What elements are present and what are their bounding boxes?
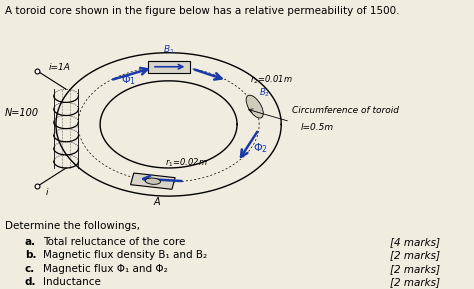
Polygon shape [130, 173, 175, 189]
Text: A toroid core shown in the figure below has a relative permeability of 1500.: A toroid core shown in the figure below … [5, 6, 400, 16]
Text: Inductance: Inductance [43, 277, 100, 287]
Text: l=0.5m: l=0.5m [301, 123, 334, 132]
Text: [2 marks]: [2 marks] [390, 264, 440, 274]
Text: $\Phi_1$: $\Phi_1$ [120, 73, 136, 87]
Text: $B_1$: $B_1$ [163, 44, 174, 56]
Text: $r_2$=0.01m: $r_2$=0.01m [250, 74, 292, 86]
Text: $r_1$=0.02m: $r_1$=0.02m [165, 157, 208, 169]
Text: d.: d. [25, 277, 36, 287]
Text: a.: a. [25, 237, 36, 247]
Text: A: A [154, 197, 161, 207]
Text: [2 marks]: [2 marks] [390, 277, 440, 287]
Text: Total reluctance of the core: Total reluctance of the core [43, 237, 185, 247]
Ellipse shape [246, 95, 263, 118]
Text: Determine the followings,: Determine the followings, [5, 221, 140, 231]
Text: $B_2$: $B_2$ [259, 86, 270, 99]
Text: c.: c. [25, 264, 35, 274]
Text: Magnetic flux density B₁ and B₂: Magnetic flux density B₁ and B₂ [43, 250, 207, 260]
Text: Circumference of toroid: Circumference of toroid [292, 106, 399, 115]
Ellipse shape [145, 178, 161, 184]
Text: i: i [46, 188, 48, 197]
Text: i=1A: i=1A [48, 63, 70, 72]
Text: Magnetic flux Φ₁ and Φ₂: Magnetic flux Φ₁ and Φ₂ [43, 264, 167, 274]
Text: N=100: N=100 [5, 108, 39, 118]
Text: $\Phi_2$: $\Phi_2$ [253, 141, 268, 155]
Text: b.: b. [25, 250, 36, 260]
Text: [4 marks]: [4 marks] [390, 237, 440, 247]
Text: [2 marks]: [2 marks] [390, 250, 440, 260]
Bar [147, 61, 190, 73]
